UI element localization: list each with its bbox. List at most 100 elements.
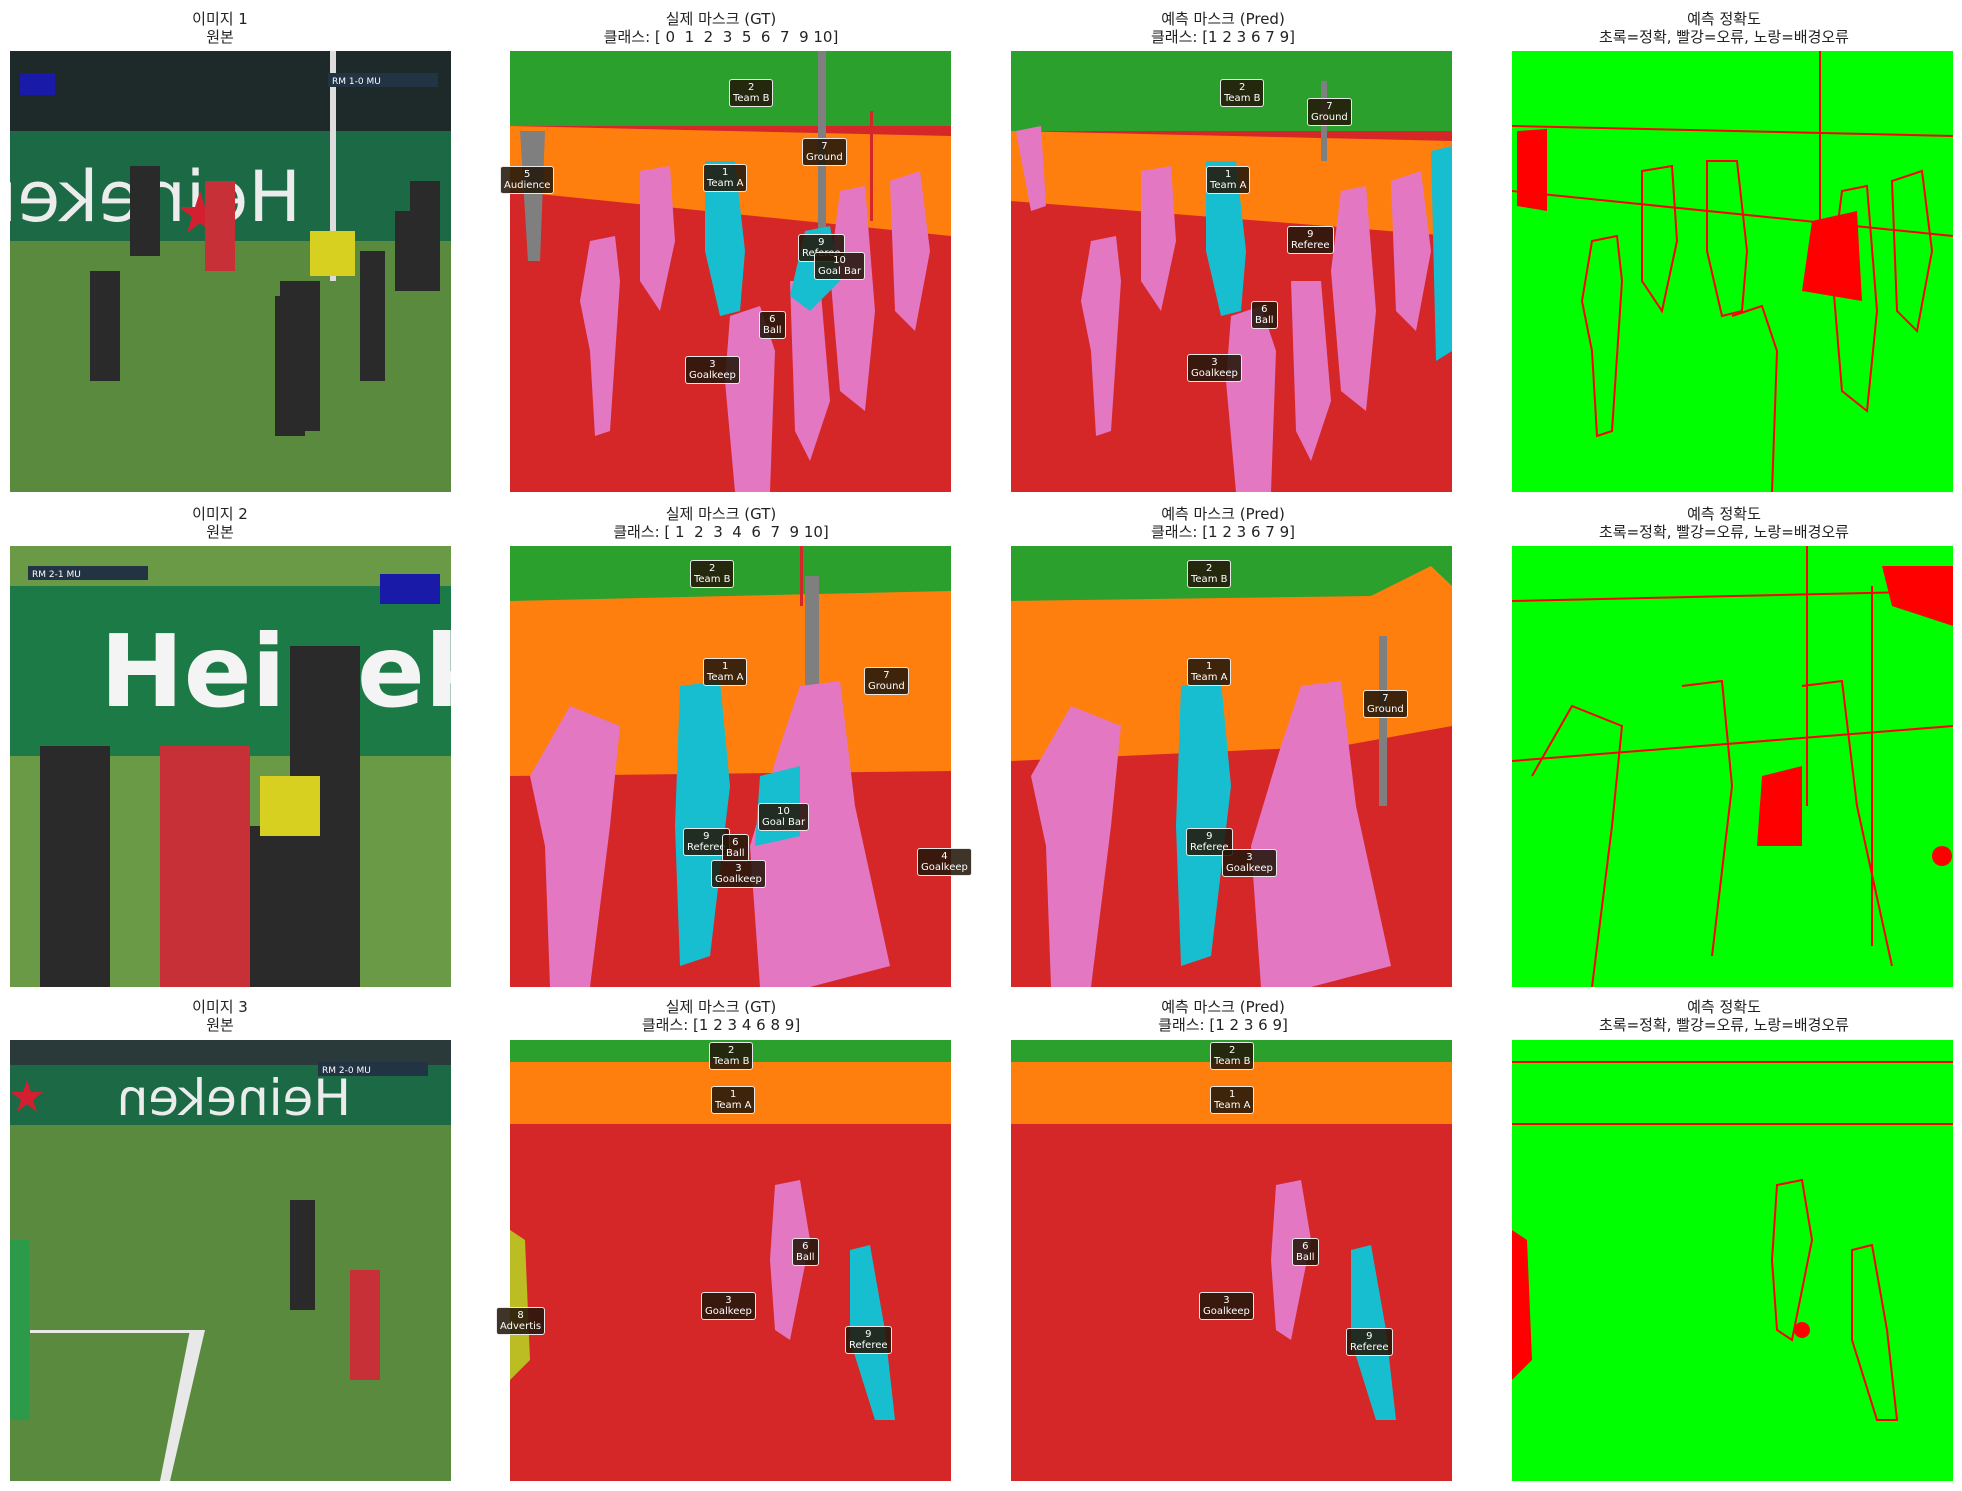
class-id: 8 bbox=[517, 1310, 524, 1321]
class-name: Ground bbox=[1311, 112, 1348, 123]
class-label-pred: 7 Ground bbox=[1307, 98, 1352, 126]
class-label-pred: 6 Ball bbox=[1251, 301, 1278, 329]
class-label-gt: 2 Team B bbox=[709, 1042, 754, 1070]
class-id: 7 bbox=[883, 670, 890, 681]
class-id: 6 bbox=[769, 314, 776, 325]
ad-banner-text: Heineken bbox=[117, 1069, 351, 1127]
classes-line: 클래스: [1 2 3 6 9] bbox=[1158, 1016, 1288, 1034]
class-id: 4 bbox=[941, 851, 948, 862]
football-photo: Heineken RM 2-1 MU bbox=[10, 546, 451, 987]
title-line: 실제 마스크 (GT) bbox=[665, 505, 777, 523]
class-label-pred: 1 Team A bbox=[1210, 1086, 1255, 1114]
classes-line: 클래스: [ 0 1 2 3 5 6 7 9 10] bbox=[603, 28, 839, 46]
class-id: 7 bbox=[821, 141, 828, 152]
class-id: 6 bbox=[1261, 304, 1268, 315]
class-name: Team A bbox=[707, 178, 744, 189]
class-name: Referee bbox=[1350, 1342, 1389, 1353]
class-id: 3 bbox=[1246, 852, 1253, 863]
class-label-pred: 3 Goalkeep bbox=[1199, 1292, 1254, 1320]
class-id: 9 bbox=[1307, 229, 1314, 240]
pred-mask-image bbox=[1011, 51, 1452, 492]
class-label-pred: 1 Team A bbox=[1206, 166, 1251, 194]
class-label-pred: 6 Ball bbox=[1292, 1238, 1319, 1266]
title-line: 예측 마스크 (Pred) bbox=[1161, 998, 1285, 1016]
row3-accuracy-map bbox=[1512, 1040, 1953, 1481]
class-label-pred: 9 Referee bbox=[1346, 1328, 1393, 1356]
class-id: 7 bbox=[1326, 101, 1333, 112]
row1-gt-title: 실제 마스크 (GT) 클래스: [ 0 1 2 3 5 6 7 9 10] bbox=[471, 10, 971, 46]
title-line: 이미지 2 bbox=[192, 505, 248, 523]
class-id: 2 bbox=[1229, 1045, 1236, 1056]
class-label-gt: 2 Team B bbox=[729, 79, 774, 107]
accuracy-map-image bbox=[1512, 1040, 1953, 1481]
row1-original-image: Heineken RM 1-0 MU bbox=[10, 51, 451, 492]
class-label-gt: 6 Ball bbox=[792, 1238, 819, 1266]
row2-original-image: Heineken RM 2-1 MU bbox=[10, 546, 451, 987]
class-label-gt: 6 Ball bbox=[722, 834, 749, 862]
row1-gt-mask bbox=[510, 51, 951, 492]
row3-original-title: 이미지 3 원본 bbox=[0, 998, 470, 1034]
class-label-gt: 2 Team B bbox=[690, 560, 735, 588]
gt-mask-image bbox=[510, 546, 951, 987]
row3-acc-title: 예측 정확도 초록=정확, 빨강=오류, 노랑=배경오류 bbox=[1474, 998, 1962, 1034]
class-name: Ball bbox=[726, 848, 745, 859]
class-name: Referee bbox=[1291, 240, 1330, 251]
class-id: 9 bbox=[1366, 1331, 1373, 1342]
pred-mask-image bbox=[1011, 1040, 1452, 1481]
accuracy-map-image bbox=[1512, 546, 1953, 987]
class-id: 3 bbox=[735, 863, 742, 874]
title-line: 예측 마스크 (Pred) bbox=[1161, 10, 1285, 28]
legend-line: 초록=정확, 빨강=오류, 노랑=배경오류 bbox=[1599, 28, 1849, 46]
row2-gt-title: 실제 마스크 (GT) 클래스: [ 1 2 3 4 6 7 9 10] bbox=[471, 505, 971, 541]
class-label-gt: 1 Team A bbox=[711, 1086, 756, 1114]
class-label-pred: 3 Goalkeep bbox=[1222, 849, 1277, 877]
class-name: Team B bbox=[1214, 1056, 1251, 1067]
class-id: 2 bbox=[709, 563, 716, 574]
row1-pred-mask bbox=[1011, 51, 1452, 492]
title-line: 예측 정확도 bbox=[1687, 998, 1761, 1016]
class-label-pred: 9 Referee bbox=[1287, 226, 1334, 254]
class-name: Advertis bbox=[500, 1321, 542, 1332]
subtitle-line: 원본 bbox=[206, 28, 234, 46]
class-name: Team A bbox=[715, 1100, 752, 1111]
class-id: 6 bbox=[732, 837, 739, 848]
class-label-pred: 2 Team B bbox=[1220, 79, 1265, 107]
title-line: 이미지 3 bbox=[192, 998, 248, 1016]
football-photo: Heineken RM 1-0 MU bbox=[10, 51, 451, 492]
class-id: 2 bbox=[728, 1045, 735, 1056]
classes-line: 클래스: [1 2 3 6 7 9] bbox=[1150, 523, 1296, 541]
row1-original-title: 이미지 1 원본 bbox=[0, 10, 470, 46]
title-line: 예측 정확도 bbox=[1687, 505, 1761, 523]
class-name: Team A bbox=[1191, 672, 1228, 683]
class-label-gt: 10 Goal Bar bbox=[814, 252, 866, 280]
row1-acc-title: 예측 정확도 초록=정확, 빨강=오류, 노랑=배경오류 bbox=[1474, 10, 1962, 46]
class-name: Referee bbox=[687, 842, 726, 853]
row2-pred-mask bbox=[1011, 546, 1452, 987]
class-name: Team B bbox=[713, 1056, 750, 1067]
scoreboard: RM 2-0 MU bbox=[322, 1066, 371, 1076]
class-id: 6 bbox=[802, 1241, 809, 1252]
class-name: Ball bbox=[1296, 1252, 1315, 1263]
subtitle-line: 원본 bbox=[206, 1016, 234, 1034]
class-name: Audience bbox=[504, 180, 551, 191]
class-name: Goalkeep bbox=[921, 862, 968, 873]
class-id: 1 bbox=[722, 661, 729, 672]
class-label-pred: 7 Ground bbox=[1363, 690, 1408, 718]
class-name: Team A bbox=[707, 672, 744, 683]
class-name: Team A bbox=[1214, 1100, 1251, 1111]
row3-original-image: Heineken RM 2-0 MU bbox=[10, 1040, 451, 1481]
class-label-gt: 10 Goal Bar bbox=[758, 803, 810, 831]
class-id: 3 bbox=[1223, 1295, 1230, 1306]
legend-line: 초록=정확, 빨강=오류, 노랑=배경오류 bbox=[1599, 1016, 1849, 1034]
classes-line: 클래스: [1 2 3 4 6 8 9] bbox=[641, 1016, 801, 1034]
accuracy-map-image bbox=[1512, 51, 1953, 492]
class-id: 1 bbox=[722, 167, 729, 178]
classes-line: 클래스: [1 2 3 6 7 9] bbox=[1150, 28, 1296, 46]
class-name: Team B bbox=[1224, 93, 1261, 104]
class-name: Goalkeep bbox=[715, 874, 762, 885]
row3-pred-title: 예측 마스크 (Pred) 클래스: [1 2 3 6 9] bbox=[973, 998, 1473, 1034]
class-name: Goalkeep bbox=[689, 370, 736, 381]
class-id: 10 bbox=[833, 255, 846, 266]
class-id: 1 bbox=[1225, 169, 1232, 180]
